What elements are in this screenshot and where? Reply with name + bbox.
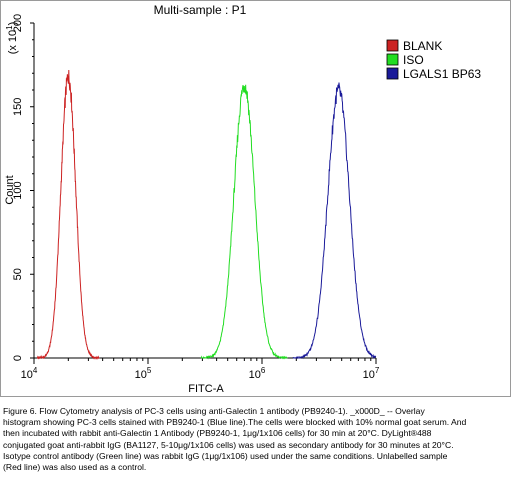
y-tick-label: 50 (12, 268, 24, 280)
chart-title: Multi-sample : P1 (154, 3, 247, 17)
legend-swatch (386, 67, 399, 80)
y-tick-label: 0 (12, 355, 24, 361)
series-line-blank (36, 69, 100, 360)
y-axis-label: Count (4, 175, 16, 204)
x-axis-label: FITC-A (188, 383, 224, 395)
legend-label: LGALS1 BP63 (403, 67, 481, 81)
y-tick-label: 200 (12, 14, 24, 32)
legend-label: ISO (403, 53, 424, 67)
caption-line: then incubated with rabbit anti-Galectin… (3, 428, 432, 439)
x-tick-label: 106 (249, 366, 266, 381)
caption-line: histogram showing PC-3 cells stained wit… (3, 417, 467, 428)
series-line-iso (200, 84, 288, 360)
caption-line: Figure 6. Flow Cytometry analysis of PC-… (3, 406, 425, 416)
y-tick-label: 100 (12, 181, 24, 199)
figure-caption: Figure 6. Flow Cytometry analysis of PC-… (3, 406, 508, 473)
x-tick-label: 105 (135, 366, 152, 381)
x-tick-label: 107 (363, 366, 380, 381)
legend-swatch (386, 53, 399, 66)
legend-swatch (386, 39, 399, 52)
y-multiplier-label: (x 101) (5, 22, 19, 55)
caption-line: (Red line) was also used as a control. (3, 462, 147, 473)
y-tick-label: 150 (12, 98, 24, 116)
figure-frame (0, 0, 511, 397)
legend-label: BLANK (403, 39, 442, 53)
caption-line: Isotype control antibody (Green line) wa… (3, 450, 448, 461)
histogram-chart: Multi-sample : P1 0 50 100 150 200(x 101) Coun… (4, 3, 481, 395)
caption-line: conjugated goat anti-rabbit IgG (BA1127,… (3, 439, 454, 450)
series-line-lgals1-bp63 (292, 82, 377, 360)
x-tick-label: 104 (21, 366, 38, 381)
